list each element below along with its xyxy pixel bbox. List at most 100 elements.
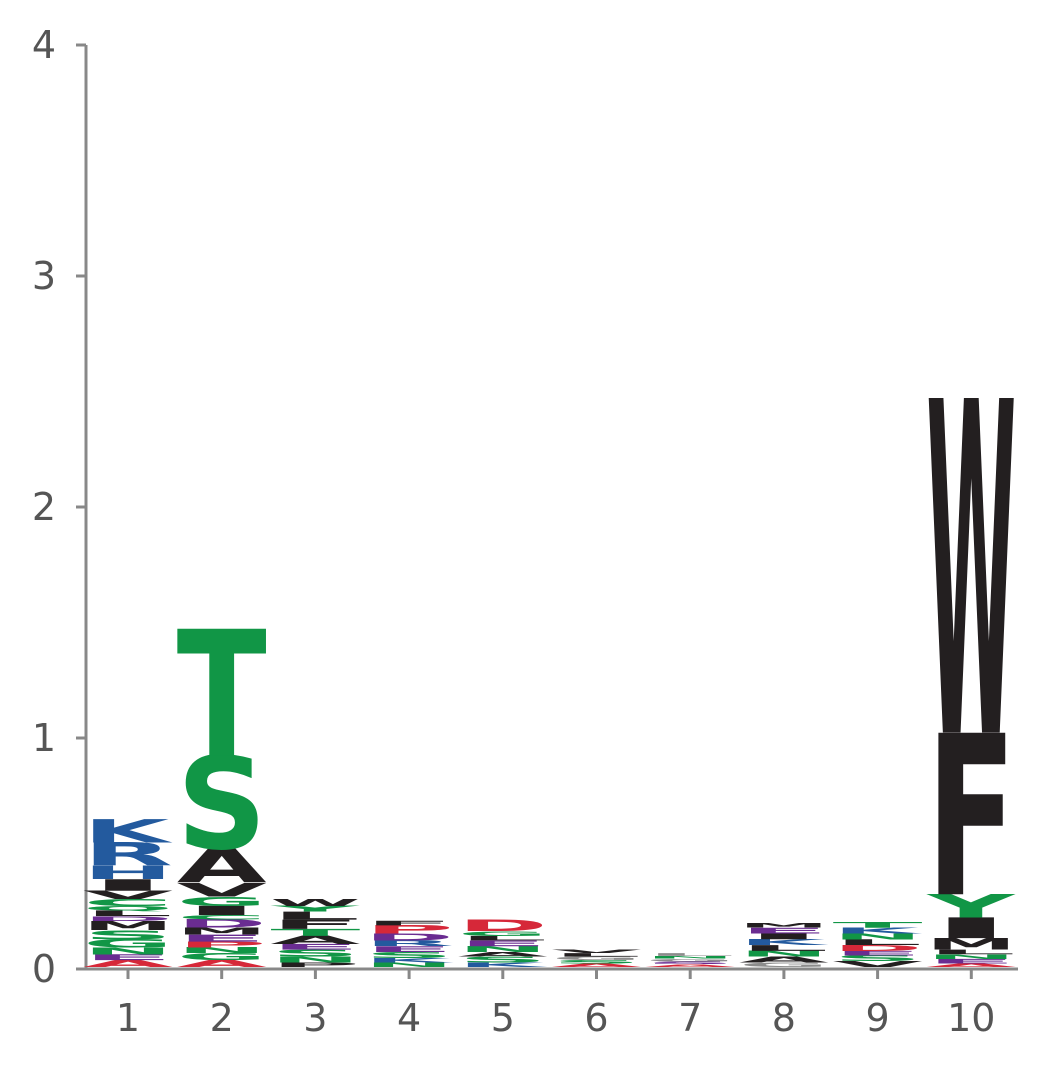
- logo-letter: M: [926, 935, 1016, 953]
- logo-letter: G: [177, 951, 267, 962]
- logo-letter: G: [645, 958, 735, 962]
- logo-letter: A: [270, 934, 360, 947]
- logo-letter: G: [739, 961, 829, 968]
- logo-letter: M: [83, 918, 173, 933]
- logo-letter: E: [458, 939, 548, 948]
- logo-letter: I: [926, 912, 1016, 945]
- logo-letter: D: [83, 915, 173, 922]
- logo-letter: L: [833, 938, 923, 947]
- logo-letter: A: [83, 958, 173, 969]
- logo-letter: K: [83, 813, 173, 850]
- logo-letter: F: [270, 917, 360, 932]
- logo-letter: L: [458, 935, 548, 942]
- x-tick-label: 2: [210, 996, 234, 1040]
- logo-letter: G: [177, 894, 267, 909]
- y-tick-label: 3: [32, 254, 56, 298]
- x-tick-label: 8: [772, 996, 796, 1040]
- x-tick-label: 7: [678, 996, 702, 1040]
- logo-letter: T: [177, 596, 267, 798]
- logo-letter: K: [458, 961, 548, 968]
- logo-letter: S: [833, 954, 923, 963]
- logo-letter: L: [739, 943, 829, 952]
- logo-letter: E: [83, 953, 173, 962]
- logo-letter: V: [177, 879, 268, 901]
- logo-letter: D: [177, 918, 267, 931]
- logo-letter: F: [926, 689, 1016, 947]
- logo-letter: V: [833, 960, 923, 969]
- logo-letter: N: [270, 955, 360, 964]
- logo-letter: N: [645, 955, 735, 959]
- logo-letter: S: [364, 950, 454, 959]
- logo-letter: A: [926, 963, 1016, 968]
- logo-letter: E: [364, 945, 454, 954]
- logo-letter: I: [739, 932, 829, 941]
- logo-letter: N: [458, 945, 548, 954]
- logo-letter: N: [177, 946, 267, 955]
- logo-letter: C: [177, 914, 267, 921]
- y-tick-label: 2: [32, 485, 56, 529]
- logo-letter: S: [552, 959, 642, 965]
- logo-stacks: AENGSMDLQCVIHRKAGNPEMDCIGVASTPNSEATFLYWN…: [83, 306, 1017, 969]
- x-tick-label: 9: [866, 996, 890, 1040]
- logo-letter: M: [739, 922, 829, 929]
- logo-letter: A: [739, 955, 829, 964]
- y-tick-label: 0: [32, 947, 56, 991]
- y-axis: 0 1 2 3 4: [32, 23, 88, 991]
- x-tick-label: 6: [584, 996, 608, 1040]
- logo-letter: L: [552, 952, 642, 958]
- logo-letter: L: [926, 948, 1016, 955]
- logo-letter: F: [364, 920, 454, 927]
- x-tick-label: 10: [947, 996, 995, 1040]
- logo-letter: S: [270, 948, 360, 959]
- logo-letter: K: [739, 938, 829, 947]
- logo-letter: E: [739, 926, 829, 935]
- logo-letter: A: [177, 839, 267, 894]
- x-tick-label: 3: [303, 996, 327, 1040]
- logo-letter: V: [552, 949, 642, 954]
- logo-letter: L: [270, 909, 360, 922]
- logo-letter: P: [177, 940, 267, 949]
- logo-letter: E: [833, 950, 923, 957]
- logo-letter: N: [926, 953, 1016, 960]
- y-tick-label: 4: [32, 23, 56, 67]
- x-tick-label: 1: [116, 996, 140, 1040]
- logo-letter: K: [364, 957, 454, 964]
- logo-letter: Y: [926, 888, 1016, 925]
- logo-letter: D: [458, 917, 548, 935]
- logo-letter: N: [83, 945, 173, 956]
- logo-letter: M: [177, 926, 267, 937]
- logo-letter: G: [552, 956, 642, 962]
- logo-letter: D: [833, 944, 923, 953]
- logo-letter: H: [83, 862, 173, 884]
- logo-letter: L: [645, 952, 735, 956]
- logo-letter: W: [270, 897, 360, 908]
- logo-letter: D: [364, 932, 454, 943]
- logo-letter: R: [364, 939, 454, 948]
- y-tick-label: 1: [32, 716, 56, 760]
- logo-letter: Q: [83, 904, 173, 911]
- logo-letter: A: [177, 958, 267, 969]
- logo-letter: K: [833, 926, 923, 935]
- x-axis: 1 2 3 4 5 6 7 8 9 10: [86, 967, 1018, 1040]
- logo-letter: C: [83, 897, 173, 908]
- logo-letter: A: [645, 964, 735, 968]
- logo-letter: R: [83, 837, 173, 874]
- x-tick-label: 4: [397, 996, 421, 1040]
- logo-letter: S: [83, 928, 173, 943]
- logo-letter: N: [833, 932, 923, 941]
- logo-letter: E: [270, 942, 360, 951]
- logo-letter: N: [364, 961, 454, 968]
- logo-letter: A: [458, 951, 548, 958]
- logo-letter: A: [552, 963, 642, 968]
- logo-letter: I: [83, 876, 173, 894]
- logo-letter: Y: [270, 904, 360, 913]
